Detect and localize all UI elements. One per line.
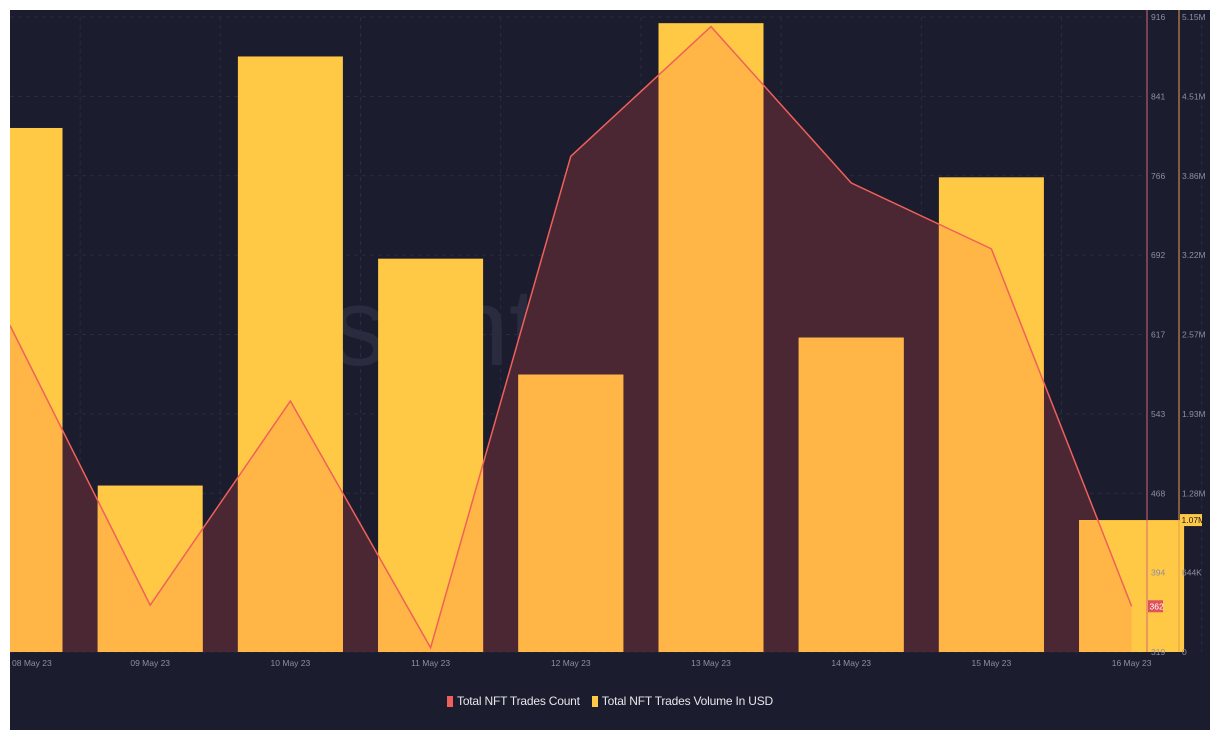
- legend-item-count[interactable]: Total NFT Trades Count: [447, 694, 580, 708]
- volume-value-badge: [1180, 514, 1202, 527]
- svg-text:362: 362: [1150, 601, 1164, 611]
- count-line[interactable]: [10, 25, 1133, 650]
- volume-axis-tick: 3.22M: [1182, 250, 1206, 260]
- volume-axis-tick: 4.51M: [1182, 91, 1206, 101]
- x-axis-tick: 11 May 23: [411, 658, 450, 668]
- count-axis-tick: 468: [1151, 488, 1165, 498]
- volume-axis-tick: 644K: [1182, 568, 1202, 578]
- count-axis-tick: 692: [1151, 250, 1165, 260]
- volume-axis-tick: 5.15M: [1182, 12, 1206, 22]
- chart-canvas: santiment9168417666926175434683943195.15…: [10, 10, 1206, 668]
- count-axis-tick: 394: [1151, 568, 1165, 578]
- x-axis-tick: 09 May 23: [130, 658, 170, 668]
- volume-axis-tick: 0: [1182, 647, 1187, 657]
- legend-swatch-count: [447, 695, 454, 707]
- count-axis-tick: 766: [1151, 171, 1165, 181]
- x-axis-tick: 16 May 23: [1112, 658, 1152, 668]
- count-axis-tick: 841: [1151, 91, 1165, 101]
- x-axis-tick: 10 May 23: [271, 658, 311, 668]
- legend-label-count: Total NFT Trades Count: [457, 694, 580, 708]
- x-axis-tick: 13 May 23: [691, 658, 731, 668]
- svg-text:1.07M: 1.07M: [1182, 515, 1206, 525]
- count-value-badge: [1148, 600, 1163, 613]
- count-axis-tick: 916: [1151, 12, 1165, 22]
- chart-panel: santiment9168417666926175434683943195.15…: [10, 10, 1210, 730]
- volume-axis-tick: 1.28M: [1182, 488, 1206, 498]
- x-axis-tick: 08 May 23: [12, 658, 52, 668]
- legend-swatch-volume: [591, 695, 598, 707]
- legend-item-volume[interactable]: Total NFT Trades Volume In USD: [591, 694, 773, 708]
- count-axis-tick: 543: [1151, 409, 1165, 419]
- volume-axis-tick: 3.86M: [1182, 171, 1206, 181]
- count-axis-tick: 319: [1151, 647, 1165, 657]
- x-axis-tick: 12 May 23: [551, 658, 591, 668]
- legend: Total NFT Trades Count Total NFT Trades …: [10, 694, 1210, 708]
- volume-axis-tick: 2.57M: [1182, 330, 1206, 340]
- x-axis-tick: 15 May 23: [972, 658, 1012, 668]
- volume-axis-tick: 1.93M: [1182, 409, 1206, 419]
- x-axis-tick: 14 May 23: [831, 658, 871, 668]
- legend-label-volume: Total NFT Trades Volume In USD: [601, 694, 773, 708]
- count-axis-tick: 617: [1151, 330, 1165, 340]
